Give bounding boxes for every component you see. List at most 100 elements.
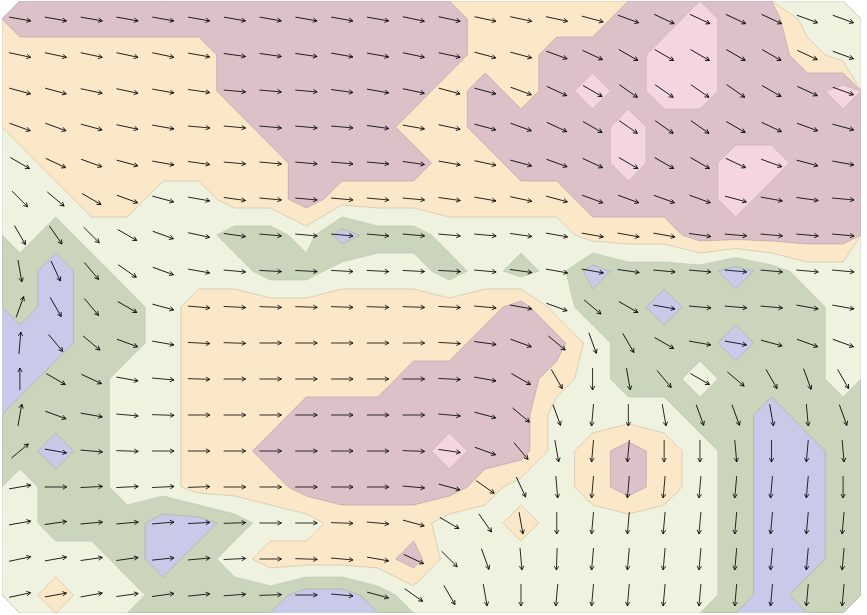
wind-arrow [259, 304, 281, 309]
wind-arrow [331, 556, 353, 562]
wind-arrow [116, 375, 138, 383]
wind-arrow [403, 448, 425, 453]
wind-arrow [331, 377, 353, 381]
wind-arrow [188, 449, 210, 453]
wind-arrow [224, 413, 246, 417]
wind-arrow [654, 156, 675, 171]
wind-arrow [295, 377, 317, 381]
wind-arrow [733, 476, 739, 498]
wind-arrow [768, 512, 774, 534]
wind-arrow [188, 15, 210, 23]
wind-arrow [402, 518, 424, 528]
wind-arrow [694, 404, 706, 426]
wind-arrow [331, 196, 353, 202]
wind-arrow [367, 341, 389, 345]
wind-arrow [725, 156, 747, 169]
wind-arrow [331, 520, 353, 525]
wind-arrow [625, 512, 631, 534]
wind-arrow [188, 484, 210, 489]
wind-arrow [660, 404, 668, 426]
wind-arrow [801, 368, 813, 390]
wind-arrow [689, 12, 711, 25]
wind-arrow [45, 156, 67, 169]
wind-arrow [654, 336, 675, 351]
wind-arrow [9, 86, 31, 96]
wind-arrow [439, 516, 460, 531]
wind-arrow [653, 193, 675, 205]
wind-arrow [832, 13, 854, 25]
wind-arrow [689, 268, 711, 274]
wind-arrow [223, 124, 245, 130]
wind-arrow [804, 584, 810, 606]
wind-arrow [589, 404, 595, 426]
wind-arrow [367, 555, 389, 563]
wind-arrow [832, 268, 854, 274]
wind-arrow [116, 87, 138, 96]
wind-arrow [581, 267, 603, 275]
wind-arrow [259, 51, 281, 58]
wind-arrow [768, 476, 774, 498]
wind-arrow [116, 51, 138, 60]
wind-arrow [546, 301, 568, 313]
wind-arrow [733, 548, 739, 570]
wind-arrow [402, 159, 424, 166]
wind-arrow [367, 520, 389, 526]
wind-arrow [152, 194, 174, 204]
wind-arrow [796, 232, 818, 238]
wind-arrow [655, 369, 673, 389]
wind-arrow [474, 86, 496, 96]
wind-arrow [832, 337, 854, 349]
wind-arrow [760, 232, 782, 238]
wind-arrow [80, 157, 102, 169]
wind-arrow [45, 121, 67, 133]
wind-arrow [518, 548, 524, 570]
wind-arrow [152, 556, 174, 563]
wind-arrow [10, 442, 30, 460]
wind-arrow [116, 484, 138, 490]
wind-arrow [474, 410, 496, 420]
wind-arrow [188, 556, 210, 562]
wind-arrow [832, 85, 854, 97]
wind-arrow [438, 268, 460, 274]
wind-arrow [832, 49, 854, 61]
wind-arrow [840, 440, 846, 462]
wind-arrow [295, 304, 317, 309]
wind-arrow [589, 584, 595, 606]
contour-band [2, 1, 861, 613]
wind-arrow [617, 13, 639, 25]
wind-arrow [589, 476, 595, 498]
wind-arrow [188, 231, 210, 240]
wind-arrow [331, 485, 353, 489]
wind-arrow [832, 159, 854, 167]
wind-arrow [442, 584, 457, 605]
wind-arrow [259, 268, 281, 274]
wind-arrow [80, 448, 102, 454]
wind-arrow [117, 228, 138, 243]
wind-arrow [438, 195, 460, 202]
wind-arrow [796, 195, 818, 202]
wind-arrow [653, 12, 675, 25]
wind-arrow [733, 440, 739, 462]
wind-arrow [725, 304, 747, 310]
wind-arrow [796, 121, 818, 133]
wind-arrow [589, 512, 595, 534]
wind-arrow [188, 304, 210, 310]
wind-arrow [367, 304, 389, 309]
wind-arrow [760, 338, 782, 348]
wind-arrow [188, 376, 210, 381]
wind-arrow [331, 124, 353, 130]
wind-arrow [14, 296, 26, 318]
wind-arrow [403, 304, 425, 309]
wind-arrow [796, 268, 818, 274]
wind-arrow [9, 15, 31, 23]
wind-arrow [402, 484, 424, 490]
wind-arrow [474, 15, 496, 24]
wind-arrow [438, 123, 460, 132]
wind-arrow [152, 265, 174, 277]
wind-arrow [546, 120, 568, 133]
wind-arrow [581, 193, 603, 205]
wind-arrow [295, 88, 317, 94]
wind-arrow [295, 232, 317, 238]
wind-arrow [796, 337, 818, 349]
wind-arrow [44, 51, 66, 60]
